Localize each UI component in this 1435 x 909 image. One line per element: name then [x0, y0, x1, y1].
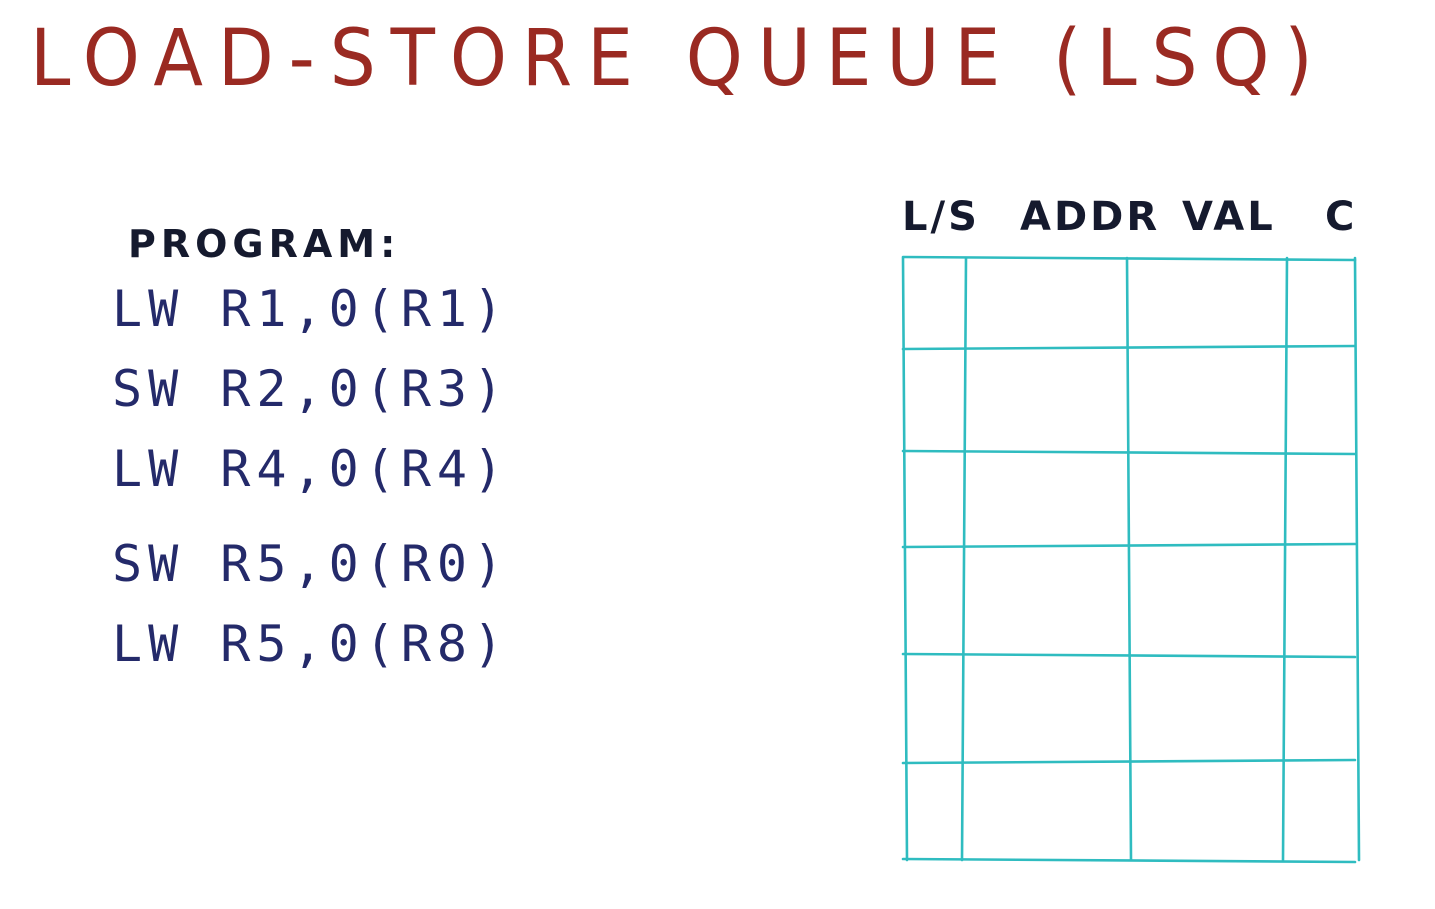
program-line-5: LW R5,0(R8)	[112, 615, 510, 673]
program-line-1: LW R1,0(R1)	[112, 280, 510, 338]
program-label: PROGRAM:	[128, 222, 401, 266]
grid-row-line	[901, 344, 1357, 351]
grid-row-line	[901, 857, 1357, 864]
program-line-4: SW R5,0(R0)	[112, 535, 510, 593]
grid-column-line	[960, 256, 968, 862]
column-header-address: ADDR	[1020, 194, 1161, 240]
diagram-title: LOAD-STORE QUEUE (LSQ)	[30, 14, 1328, 104]
column-header-load-store: L/S	[902, 194, 980, 240]
grid-column-line	[1125, 256, 1133, 862]
grid-column-line	[1353, 256, 1361, 862]
program-line-2: SW R2,0(R3)	[112, 360, 510, 418]
grid-row-line	[901, 255, 1357, 262]
column-header-value: VAL	[1182, 194, 1276, 240]
grid-column-line	[901, 256, 909, 862]
column-header-commit: C	[1325, 194, 1358, 240]
grid-row-line	[901, 758, 1357, 765]
grid-column-line	[1281, 256, 1289, 862]
program-line-3: LW R4,0(R4)	[112, 440, 510, 498]
